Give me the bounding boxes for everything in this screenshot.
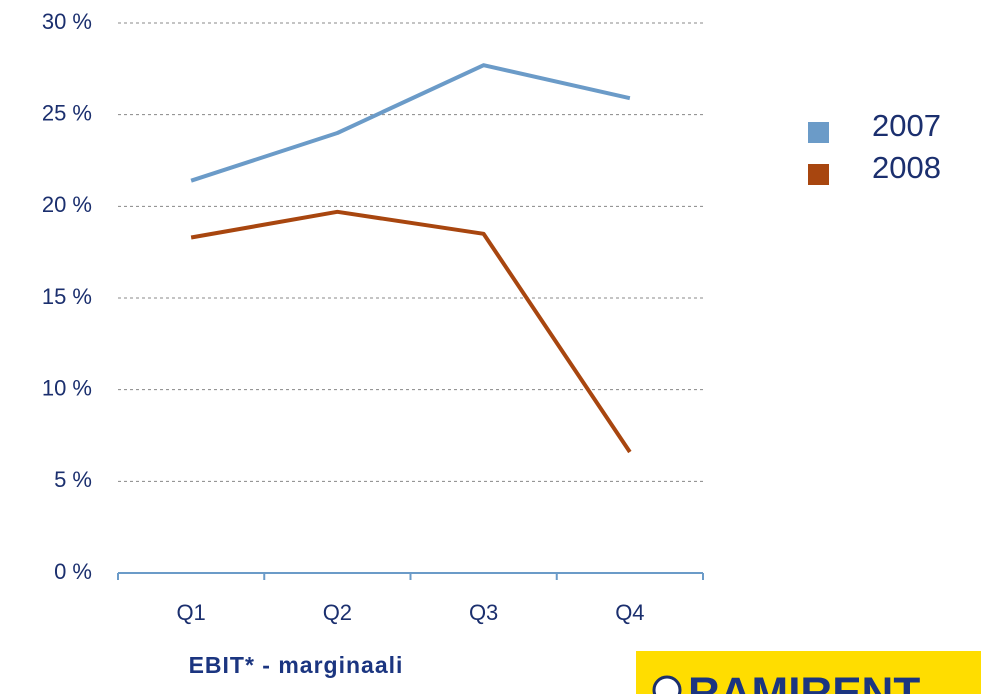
x-tick-label: Q4 <box>615 600 644 625</box>
caption: EBIT* - marginaali <box>189 652 404 678</box>
y-tick-label: 20 % <box>42 192 92 217</box>
series-line <box>190 209 632 454</box>
logo-icon <box>652 675 682 694</box>
series-line <box>190 63 631 183</box>
logo-text: RAMIRENT <box>688 669 920 694</box>
logo-box <box>636 651 981 694</box>
legend-swatch <box>808 122 829 143</box>
x-tick-label: Q3 <box>469 600 498 625</box>
x-tick-label: Q1 <box>176 600 205 625</box>
legend-label: 2008 <box>872 150 941 185</box>
y-tick-label: 10 % <box>42 375 92 400</box>
x-tick-label: Q2 <box>323 600 352 625</box>
y-tick-label: 30 % <box>42 9 92 34</box>
y-tick-label: 25 % <box>42 100 92 125</box>
y-tick-label: 15 % <box>42 284 92 309</box>
y-tick-label: 5 % <box>54 467 92 492</box>
legend-label: 2007 <box>872 108 941 143</box>
y-tick-label: 0 % <box>54 559 92 584</box>
legend-swatch <box>808 164 829 185</box>
